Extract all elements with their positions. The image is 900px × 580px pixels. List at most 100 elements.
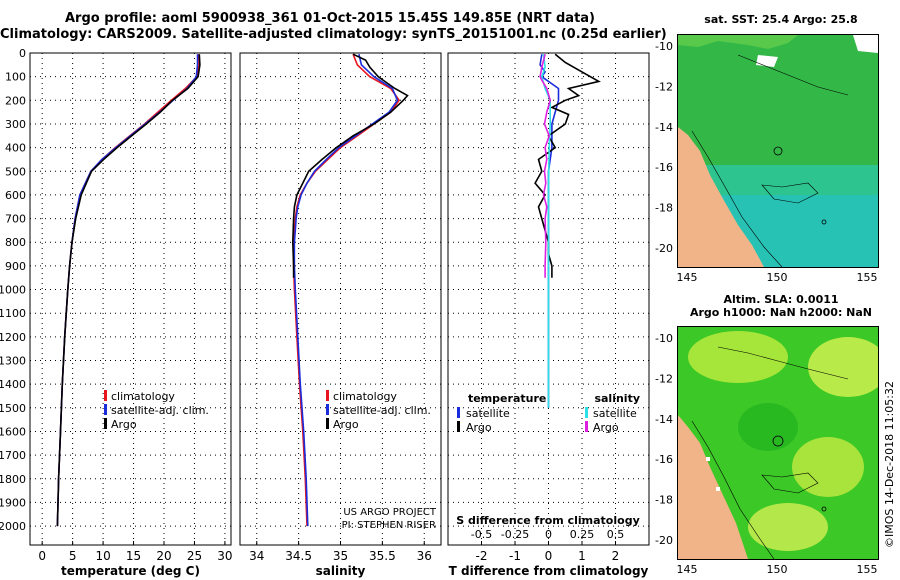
x-tick-label-top: 0 (545, 528, 552, 541)
title-line-1: Argo profile: aoml 5900938_361 01-Oct-20… (64, 11, 596, 26)
sla-y-tick-label: -16 (655, 453, 673, 466)
x-axis-label: T difference from climatology (449, 564, 649, 578)
sst-x-tick-label: 145 (677, 271, 698, 284)
depth-tick-label: 1200 (0, 331, 26, 344)
sst-x-tick-label: 155 (857, 271, 878, 284)
sla-high-1 (688, 331, 788, 383)
sla-australia-land (678, 415, 748, 559)
sst-y-tick-label: -10 (655, 40, 673, 53)
x-tick-label: 10 (95, 549, 110, 563)
series-line-satellite-adj-clim- (293, 54, 399, 527)
legend-title-salinity: salinity (594, 392, 640, 405)
legend-label: Argo (333, 418, 359, 431)
legend-label: Argo (593, 421, 619, 434)
sla-y-tick-label: -12 (655, 372, 673, 385)
x-tick-label: 1 (578, 549, 586, 563)
x-tick-label: 0 (545, 549, 553, 563)
sla-map[interactable] (677, 326, 879, 560)
legend-label: Argo (466, 421, 492, 434)
x-tick-label: 34 (249, 549, 264, 563)
sla-island (772, 435, 784, 447)
sla-y-tick-label: -10 (655, 332, 673, 345)
legend-swatch (104, 404, 107, 415)
credit-line-1: US ARGO PROJECT (343, 507, 437, 518)
depth-tick-label: 1500 (0, 402, 26, 415)
sla-high-4 (748, 503, 828, 551)
depth-tick-label: 0 (19, 47, 26, 60)
x-tick-label: 15 (126, 549, 141, 563)
x-tick-label-top: -0.25 (501, 528, 529, 541)
legend-label: Argo (111, 418, 137, 431)
legend-label: climatology (111, 390, 175, 403)
series-line-salinity-satellite (540, 54, 552, 408)
depth-tick-label: 1000 (0, 284, 26, 297)
x-axis-label-top: S difference from climatology (456, 514, 640, 527)
depth-tick-label: 1600 (0, 425, 26, 438)
sst-x-tick-label: 150 (767, 271, 788, 284)
legend-swatch (104, 418, 107, 429)
x-tick-label: 34.5 (285, 549, 312, 563)
imos-credit: ©IMOS 14-Dec-2018 11:05:32 (883, 381, 896, 548)
x-tick-label-top: 0.5 (607, 528, 625, 541)
series-line-climatology (56, 54, 200, 527)
sla-white-dot-2 (716, 487, 720, 491)
title-line-2: Climatology: CARS2009. Satellite-adjuste… (0, 27, 667, 42)
legend-label: satellite (466, 407, 510, 420)
sla-high-3 (792, 437, 864, 497)
depth-tick-label: 1300 (0, 355, 26, 368)
legend-swatch (326, 418, 329, 429)
sst-white-cloud (853, 35, 878, 53)
x-axis-label: salinity (316, 564, 366, 578)
sst-australia-land (678, 127, 764, 267)
credit-line-2: PI: STEPHEN RISER (342, 520, 436, 531)
legend-swatch (326, 404, 329, 415)
sst-map-svg (678, 35, 878, 267)
sla-coast-contour (691, 420, 775, 559)
x-tick-label: 2 (612, 549, 620, 563)
sla-x-tick-label: 155 (857, 563, 878, 576)
sst-coast-contour (691, 130, 783, 267)
legend-swatch (457, 407, 460, 418)
x-tick-label: 35 (333, 549, 348, 563)
depth-tick-label: 800 (5, 236, 26, 249)
sla-map-title-2: Argo h1000: NaN h2000: NaN (689, 306, 873, 319)
x-tick-label: -1 (509, 549, 521, 563)
sla-high-2 (808, 337, 878, 397)
sla-map-svg (678, 327, 878, 559)
legend-label: satellite-adj. clim. (333, 404, 431, 417)
legend-swatch (585, 421, 588, 432)
sst-island (773, 146, 783, 156)
depth-tick-label: 1900 (0, 496, 26, 509)
sst-map[interactable] (677, 34, 879, 268)
sla-y-tick-label: -18 (655, 494, 673, 507)
x-tick-label: 25 (187, 549, 202, 563)
sst-y-tick-label: -16 (655, 161, 673, 174)
legend-label: climatology (333, 390, 397, 403)
sst-land-png (678, 35, 798, 49)
legend-swatch (585, 407, 588, 418)
sst-reef-contour (761, 182, 819, 204)
series-line-salinity-argo (539, 54, 552, 278)
sst-y-tick-label: -12 (655, 80, 673, 93)
series-line-argo (291, 53, 409, 278)
sla-island-2 (821, 506, 827, 512)
legend-swatch (104, 390, 107, 401)
depth-tick-label: 500 (5, 165, 26, 178)
depth-tick-label: 200 (5, 94, 26, 107)
depth-tick-label: 600 (5, 189, 26, 202)
depth-tick-label: 1700 (0, 449, 26, 462)
depth-tick-label: 400 (5, 142, 26, 155)
x-tick-label-top: 0.25 (570, 528, 595, 541)
sla-reef-contour (761, 472, 819, 494)
sla-y-tick-label: -20 (655, 534, 673, 547)
legend-title-temperature: temperature (468, 392, 546, 405)
legend-swatch (457, 421, 460, 432)
series-line-climatology (292, 53, 401, 527)
legend-label: satellite-adj. clim. (111, 404, 209, 417)
depth-tick-label: 2000 (0, 520, 26, 533)
series-line-argo (56, 54, 201, 527)
x-tick-label: 36 (417, 549, 432, 563)
sla-white-dot (706, 457, 710, 461)
depth-tick-label: 1100 (0, 307, 26, 320)
depth-tick-label: 1800 (0, 473, 26, 486)
